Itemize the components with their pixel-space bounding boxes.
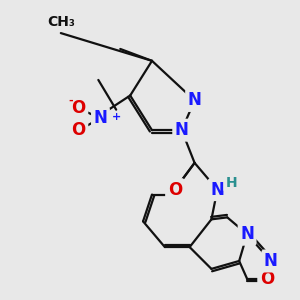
Text: N: N xyxy=(240,225,254,243)
Text: -: - xyxy=(69,95,74,105)
Text: N: N xyxy=(264,252,278,270)
Text: O: O xyxy=(260,270,274,288)
Text: +: + xyxy=(112,112,122,122)
Text: O: O xyxy=(168,181,182,199)
Text: O: O xyxy=(71,121,86,139)
Text: H: H xyxy=(225,176,237,190)
Text: N: N xyxy=(175,121,189,139)
Text: O: O xyxy=(71,99,86,117)
Text: CH₃: CH₃ xyxy=(47,15,75,29)
Text: N: N xyxy=(94,109,107,127)
Text: N: N xyxy=(210,181,224,199)
Text: N: N xyxy=(188,92,202,110)
